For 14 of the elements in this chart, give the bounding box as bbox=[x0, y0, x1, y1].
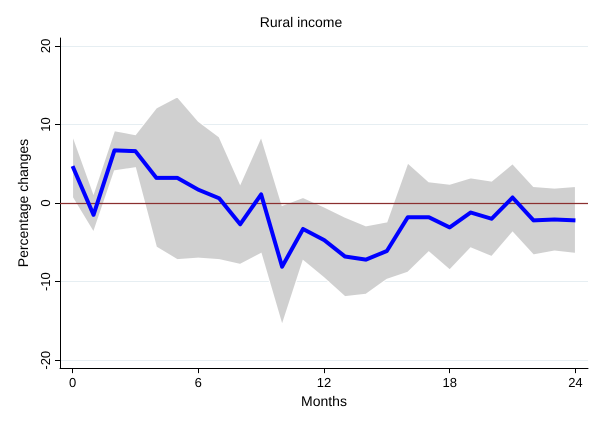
y-tick-label: 20 bbox=[38, 38, 53, 54]
chart-title: Rural income bbox=[260, 14, 342, 30]
y-tick-label: 10 bbox=[38, 117, 53, 132]
y-axis-title: Percentage changes bbox=[15, 138, 31, 268]
x-tick-label: 18 bbox=[442, 375, 457, 390]
x-tick-label: 6 bbox=[194, 375, 202, 390]
x-tick-label: 24 bbox=[568, 375, 583, 390]
x-tick-label: 12 bbox=[316, 375, 332, 390]
line-series bbox=[70, 148, 578, 269]
x-axis-title: Months bbox=[301, 393, 347, 409]
y-tick-label: -20 bbox=[38, 350, 53, 370]
y-tick-label: 0 bbox=[38, 199, 53, 207]
x-tick-label: 0 bbox=[68, 375, 76, 390]
y-tick-label: -10 bbox=[38, 272, 53, 292]
